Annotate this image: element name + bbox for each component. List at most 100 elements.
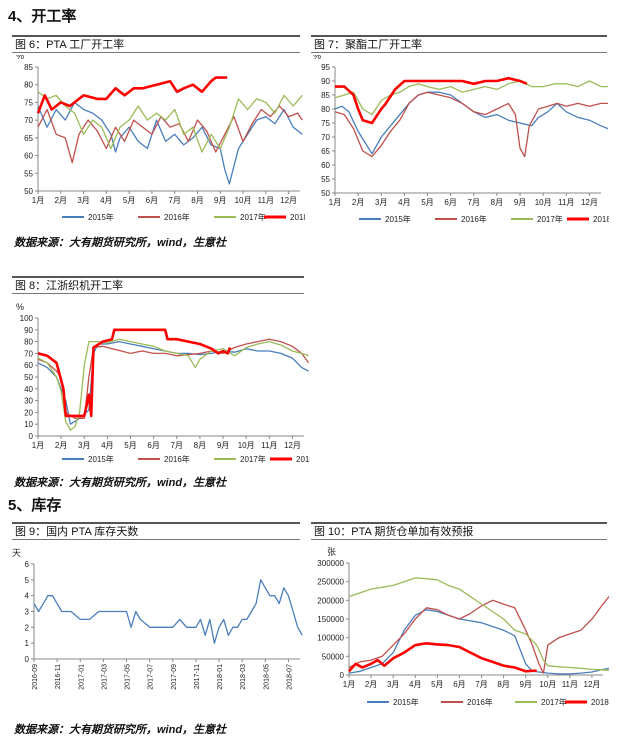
- legend-label: 2016年: [164, 212, 190, 222]
- y-tick-label: 75: [321, 119, 330, 128]
- y-tick-label: 90: [321, 77, 330, 86]
- y-tick-label: 3: [25, 608, 30, 617]
- x-tick-label: 8月: [497, 680, 509, 689]
- x-tick-label: 8月: [194, 441, 206, 450]
- legend-label: 2017年: [240, 212, 266, 222]
- x-tick-label: 11月: [562, 680, 578, 689]
- x-tick-label: 3月: [77, 196, 89, 205]
- series-line-3: [37, 338, 309, 431]
- y-tick-label: 100000: [317, 634, 344, 643]
- x-tick-label: 6月: [453, 680, 465, 689]
- unit-label: 张: [327, 547, 336, 557]
- y-tick-label: 60: [24, 361, 33, 370]
- x-tick-label: 6月: [444, 198, 456, 207]
- series-line-3: [348, 577, 609, 672]
- series-line-1: [37, 101, 303, 185]
- x-tick-label: 8月: [491, 198, 503, 207]
- unit-label: 天: [12, 548, 21, 558]
- x-tick-label: 7月: [168, 196, 180, 205]
- legend-label: 2018年: [290, 212, 305, 222]
- x-tick-label: 10月: [238, 441, 255, 450]
- x-tick-label: 12月: [581, 198, 598, 207]
- x-tick-label: 11月: [261, 441, 277, 450]
- legend-label: 2016年: [467, 697, 493, 707]
- x-tick-label: 7月: [468, 198, 480, 207]
- legend-label: 2018年: [591, 697, 609, 707]
- series-line-4: [335, 76, 528, 125]
- legend-label: 2017年: [537, 214, 563, 224]
- x-tick-label: 1月: [32, 196, 44, 205]
- legend-label: 2018年: [593, 214, 609, 224]
- y-tick-label: 0: [25, 655, 30, 664]
- y-tick-label: 4: [25, 592, 30, 601]
- y-tick-label: 85: [24, 63, 33, 72]
- y-tick-label: 6: [25, 560, 30, 569]
- x-tick-label: 5月: [431, 680, 443, 689]
- section-title-operating-rate: 4、开工率: [8, 8, 77, 25]
- x-tick-label: 2018-03: [240, 664, 247, 690]
- x-tick-label: 4月: [101, 441, 113, 450]
- x-tick-label: 7月: [475, 680, 487, 689]
- series-line-1: [348, 609, 609, 675]
- x-tick-label: 9月: [514, 198, 526, 207]
- section-title-inventory: 5、库存: [8, 497, 62, 514]
- x-tick-label: 4月: [100, 196, 112, 205]
- x-tick-label: 4月: [398, 198, 410, 207]
- legend-label: 2017年: [240, 454, 266, 464]
- y-tick-label: 85: [321, 91, 330, 100]
- x-tick-label: 10月: [235, 196, 252, 205]
- x-tick-label: 2016-11: [55, 664, 62, 689]
- y-tick-label: 80: [321, 105, 330, 114]
- y-tick-label: 300000: [317, 559, 344, 568]
- x-tick-label: 4月: [409, 680, 421, 689]
- y-tick-label: 55: [321, 175, 330, 184]
- x-tick-label: 3月: [375, 198, 387, 207]
- y-tick-label: 70: [24, 349, 33, 358]
- y-tick-label: 30: [24, 397, 33, 406]
- y-tick-label: 55: [24, 169, 33, 178]
- x-tick-label: 11月: [558, 198, 574, 207]
- x-tick-label: 1月: [32, 441, 44, 450]
- series-line-1: [37, 340, 309, 425]
- caption-fig6: 图 6：PTA 工厂开工率: [12, 35, 300, 53]
- x-tick-label: 5月: [124, 441, 136, 450]
- y-tick-label: 0: [340, 671, 345, 680]
- unit-label: %: [313, 55, 321, 61]
- x-tick-label: 2018-05: [263, 664, 270, 690]
- series-line-1: [33, 579, 303, 644]
- x-tick-label: 3月: [387, 680, 399, 689]
- series-line-3: [334, 80, 608, 116]
- y-tick-label: 75: [24, 98, 33, 107]
- y-tick-label: 50: [321, 189, 330, 198]
- legend-label: 2016年: [461, 214, 487, 224]
- x-tick-label: 12月: [280, 196, 297, 205]
- legend-label: 2016年: [164, 454, 190, 464]
- y-tick-label: 50: [24, 373, 33, 382]
- y-tick-label: 10: [24, 420, 33, 429]
- x-tick-label: 1月: [343, 680, 355, 689]
- legend-label: 2015年: [88, 212, 114, 222]
- y-tick-label: 0: [29, 432, 34, 441]
- y-tick-label: 60: [321, 161, 330, 170]
- y-tick-label: 5: [25, 576, 30, 585]
- data-source-note: 数据来源：大有期货研究所，wind，生意社: [14, 477, 227, 489]
- chart-polyester-rate: % 50 55 60 65 70 75 80 85 90 95 1月 2月 3月 4月 5月 6月 7月 8月 9月 1…: [313, 55, 609, 224]
- x-tick-label: 2017-05: [125, 664, 132, 690]
- x-tick-label: 2月: [352, 198, 364, 207]
- legend-label: 2017年: [541, 697, 567, 707]
- x-tick-label: 12月: [284, 441, 301, 450]
- y-tick-label: 200000: [317, 596, 344, 605]
- x-tick-label: 2018-01: [217, 664, 224, 690]
- series-line-1: [334, 91, 609, 155]
- y-tick-label: 1: [25, 639, 30, 648]
- x-tick-label: 12月: [584, 680, 601, 689]
- legend-label: 2018年: [296, 454, 310, 464]
- y-tick-label: 20: [24, 408, 33, 417]
- legend-label: 2015年: [88, 454, 114, 464]
- y-tick-label: 100: [20, 314, 34, 323]
- series-line-3: [37, 91, 303, 153]
- x-tick-label: 2017-03: [101, 664, 108, 690]
- chart-pta-factory-rate: % 50 55 60 65 70 75 80 85 1月 2月 3月 4月 5月 6月 7月 8月 9月 10月 11…: [16, 55, 305, 222]
- y-tick-label: 65: [321, 147, 330, 156]
- y-tick-label: 50: [24, 187, 33, 196]
